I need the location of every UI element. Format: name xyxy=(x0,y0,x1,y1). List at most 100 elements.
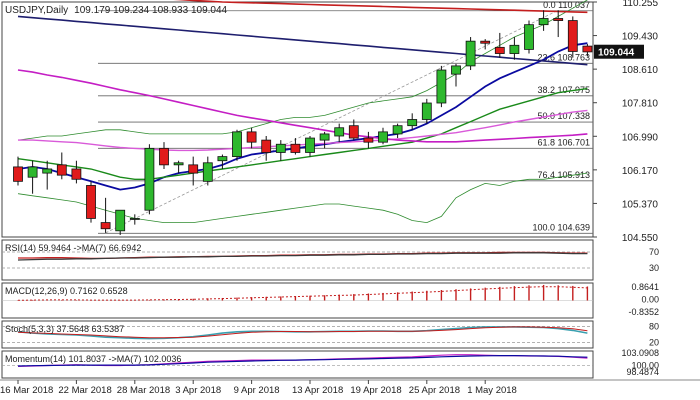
candle-bear xyxy=(71,168,82,180)
fib-level-label: 100.0 104.639 xyxy=(532,222,590,232)
momentum-axis-label: 98.4874 xyxy=(626,367,659,377)
candle-bull xyxy=(275,143,286,153)
rsi-axis-label: 70 xyxy=(649,247,659,257)
rsi-label: RSI(14) 59.9464 ->MA(7) 66.6942 xyxy=(5,243,141,253)
candle-bear xyxy=(290,143,301,153)
moving-average-line-4 xyxy=(17,69,588,143)
candle-bear xyxy=(13,166,23,182)
time-axis-label: 28 Mar 2018 xyxy=(117,385,170,396)
price-pane: 110.255 109.430 108.610 107.810 106.990 106.1… xyxy=(5,0,658,244)
price-axis-label: 110.255 xyxy=(623,0,659,9)
candle-bear xyxy=(494,46,505,54)
time-axis-label: 19 Apr 2018 xyxy=(350,385,401,396)
candle-bull xyxy=(202,162,213,182)
fib-level-label: 76.4 105.913 xyxy=(537,170,590,180)
candle-bull xyxy=(319,133,330,141)
candle-bull xyxy=(232,131,242,158)
moving-average-line-6 xyxy=(173,0,588,14)
price-axis-label: 108.610 xyxy=(622,65,659,76)
candle-bull xyxy=(129,218,140,220)
trend-line xyxy=(105,9,559,234)
candle-bull xyxy=(421,102,432,120)
stoch-label: Stoch(5,3,3) 37.5648 63.5387 xyxy=(5,324,124,334)
candle-bear xyxy=(86,185,96,219)
stoch-pane: 80 20 Stoch(5,3,3) 37.5648 63.5387 xyxy=(2,321,659,348)
momentum-label: Momentum(14) 101.8037 ->MA(7) 102.0036 xyxy=(5,354,181,364)
candle-bull xyxy=(217,156,228,162)
pane-frame-rsi xyxy=(1,239,594,281)
candle-bull xyxy=(465,40,476,67)
bollinger-upper-line xyxy=(17,0,588,141)
candle-bull xyxy=(144,147,155,211)
current-price-tag xyxy=(594,44,644,59)
candle-bear xyxy=(567,20,578,52)
fib-level-label: 38.2 107.975 xyxy=(537,85,590,95)
chart-title: USDJPY,Daily 109.179 109.234 108.933 109.… xyxy=(5,5,228,16)
rsi-axis-label: 30 xyxy=(649,263,659,273)
pane-frame-mom xyxy=(1,350,594,379)
candle-bear xyxy=(159,147,169,166)
pane-frame-stoch xyxy=(1,320,594,349)
time-axis-label: 22 Mar 2018 xyxy=(58,385,111,396)
moving-average-line-5 xyxy=(17,15,588,66)
macd-label: MACD(12,26,9) 0.7162 0.6528 xyxy=(5,286,128,296)
momentum-axis-label: 103.0908 xyxy=(621,348,659,358)
pane-frame-main xyxy=(1,1,594,238)
time-axis-label: 3 Apr 2018 xyxy=(175,385,221,396)
momentum-series-line-2 xyxy=(17,355,588,367)
macd-signal-line xyxy=(17,286,588,301)
candle-bull xyxy=(173,162,184,166)
candle-bear xyxy=(188,164,199,174)
candle-bull xyxy=(392,125,403,135)
candle-bull xyxy=(42,168,53,174)
bollinger-lower-line xyxy=(17,172,588,224)
price-axis-label: 107.810 xyxy=(622,99,659,110)
moving-average-line-1 xyxy=(17,42,588,191)
macd-pane: 0.8641 0.00 -0.8352 MACD(12,26,9) 0.7162 0.… xyxy=(2,282,659,317)
candle-bull xyxy=(334,127,345,137)
candle-bear xyxy=(582,45,593,53)
fib-level-label: 61.8 106.701 xyxy=(537,137,590,147)
macd-axis-label: 0.00 xyxy=(641,295,659,305)
fib-level-label: 23.6 108.763 xyxy=(537,52,590,62)
candle-bear xyxy=(553,18,564,21)
candle-bull xyxy=(538,18,549,26)
time-axis-label: 13 Apr 2018 xyxy=(292,385,343,396)
candle-bull xyxy=(436,69,447,104)
candle-bear xyxy=(261,139,272,153)
price-axis-label: 106.170 xyxy=(622,166,659,177)
price-axis-label: 106.990 xyxy=(622,132,659,143)
chart-symbol: USDJPY,Daily xyxy=(5,5,68,16)
price-axis-label: 105.370 xyxy=(622,199,659,210)
price-axis-label: 104.550 xyxy=(622,233,659,244)
macd-axis-label: -0.8352 xyxy=(628,307,659,317)
moving-average-line-2 xyxy=(17,87,588,181)
candle-bull xyxy=(115,209,126,232)
candle-bull xyxy=(378,131,388,143)
time-axis: 16 Mar 2018 22 Mar 2018 28 Mar 2018 3 Apr 2… xyxy=(0,380,517,396)
chart-ohlc: 109.179 109.234 108.933 109.044 xyxy=(74,5,227,16)
candle-bull xyxy=(524,24,534,50)
candle-bull xyxy=(407,119,418,127)
candle-bull xyxy=(509,44,520,54)
time-axis-label: 25 Apr 2018 xyxy=(409,385,460,396)
fib-level-label: 50.0 107.338 xyxy=(537,111,590,121)
candle-bear xyxy=(363,137,374,143)
candle-bear xyxy=(56,164,67,176)
rsi-pane: 70 30 RSI(14) 59.9464 ->MA(7) 66.6942 xyxy=(2,243,659,273)
candle-bull xyxy=(27,166,38,178)
stoch-axis-label: 80 xyxy=(649,321,659,331)
candle-bear xyxy=(348,125,359,139)
candle-bear xyxy=(480,40,491,44)
stoch-axis-label: 20 xyxy=(649,338,659,348)
candle-bear xyxy=(100,222,111,230)
price-axis-label: 109.430 xyxy=(622,32,659,43)
macd-axis-label: 0.8641 xyxy=(631,282,659,292)
candle-bear xyxy=(246,131,257,143)
moving-average-line-3 xyxy=(18,109,588,152)
candle-bull xyxy=(305,137,315,153)
current-price-label: 109.044 xyxy=(598,48,635,59)
